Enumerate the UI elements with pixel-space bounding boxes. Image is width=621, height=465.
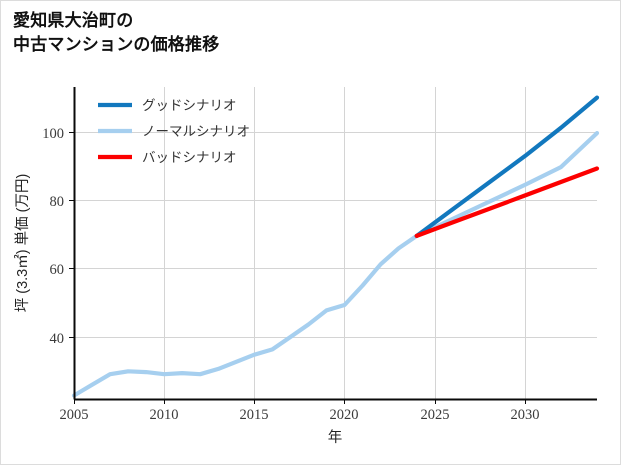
y-tick-label-80: 80	[50, 194, 65, 210]
y-tick-label-60: 60	[50, 262, 65, 278]
y-tick-label-40: 40	[50, 331, 65, 347]
legend: グッドシナリオ ノーマルシナリオ バッドシナリオ	[98, 98, 250, 165]
y-axis-title: 坪 (3.3㎡) 単価 (万円)	[14, 174, 31, 313]
series-line-good	[414, 95, 600, 238]
x-tick-label-2030: 2030	[511, 407, 540, 423]
x-tick-label-2010: 2010	[150, 407, 179, 423]
x-tick-label-2005: 2005	[60, 407, 89, 423]
y-tick-label-100: 100	[42, 126, 64, 142]
x-axis-title: 年	[328, 429, 343, 446]
series-line-normal	[71, 131, 600, 398]
x-tick-label-2015: 2015	[240, 407, 269, 423]
axes	[69, 87, 597, 404]
legend-label-good: グッドシナリオ	[142, 98, 237, 113]
x-tick-label-2020: 2020	[330, 407, 359, 423]
x-tick-labels: 2005 2010 2015 2020 2025 2030	[60, 407, 540, 423]
series-paths	[71, 95, 600, 398]
series-line-bad	[414, 166, 600, 238]
y-tick-labels: 100 80 60 40	[42, 126, 64, 347]
page-title: 愛知県大治町の 中古マンションの価格推移	[13, 11, 220, 55]
x-tick-label-2025: 2025	[421, 407, 450, 423]
legend-label-bad: バッドシナリオ	[142, 150, 237, 165]
legend-label-normal: ノーマルシナリオ	[142, 124, 250, 139]
